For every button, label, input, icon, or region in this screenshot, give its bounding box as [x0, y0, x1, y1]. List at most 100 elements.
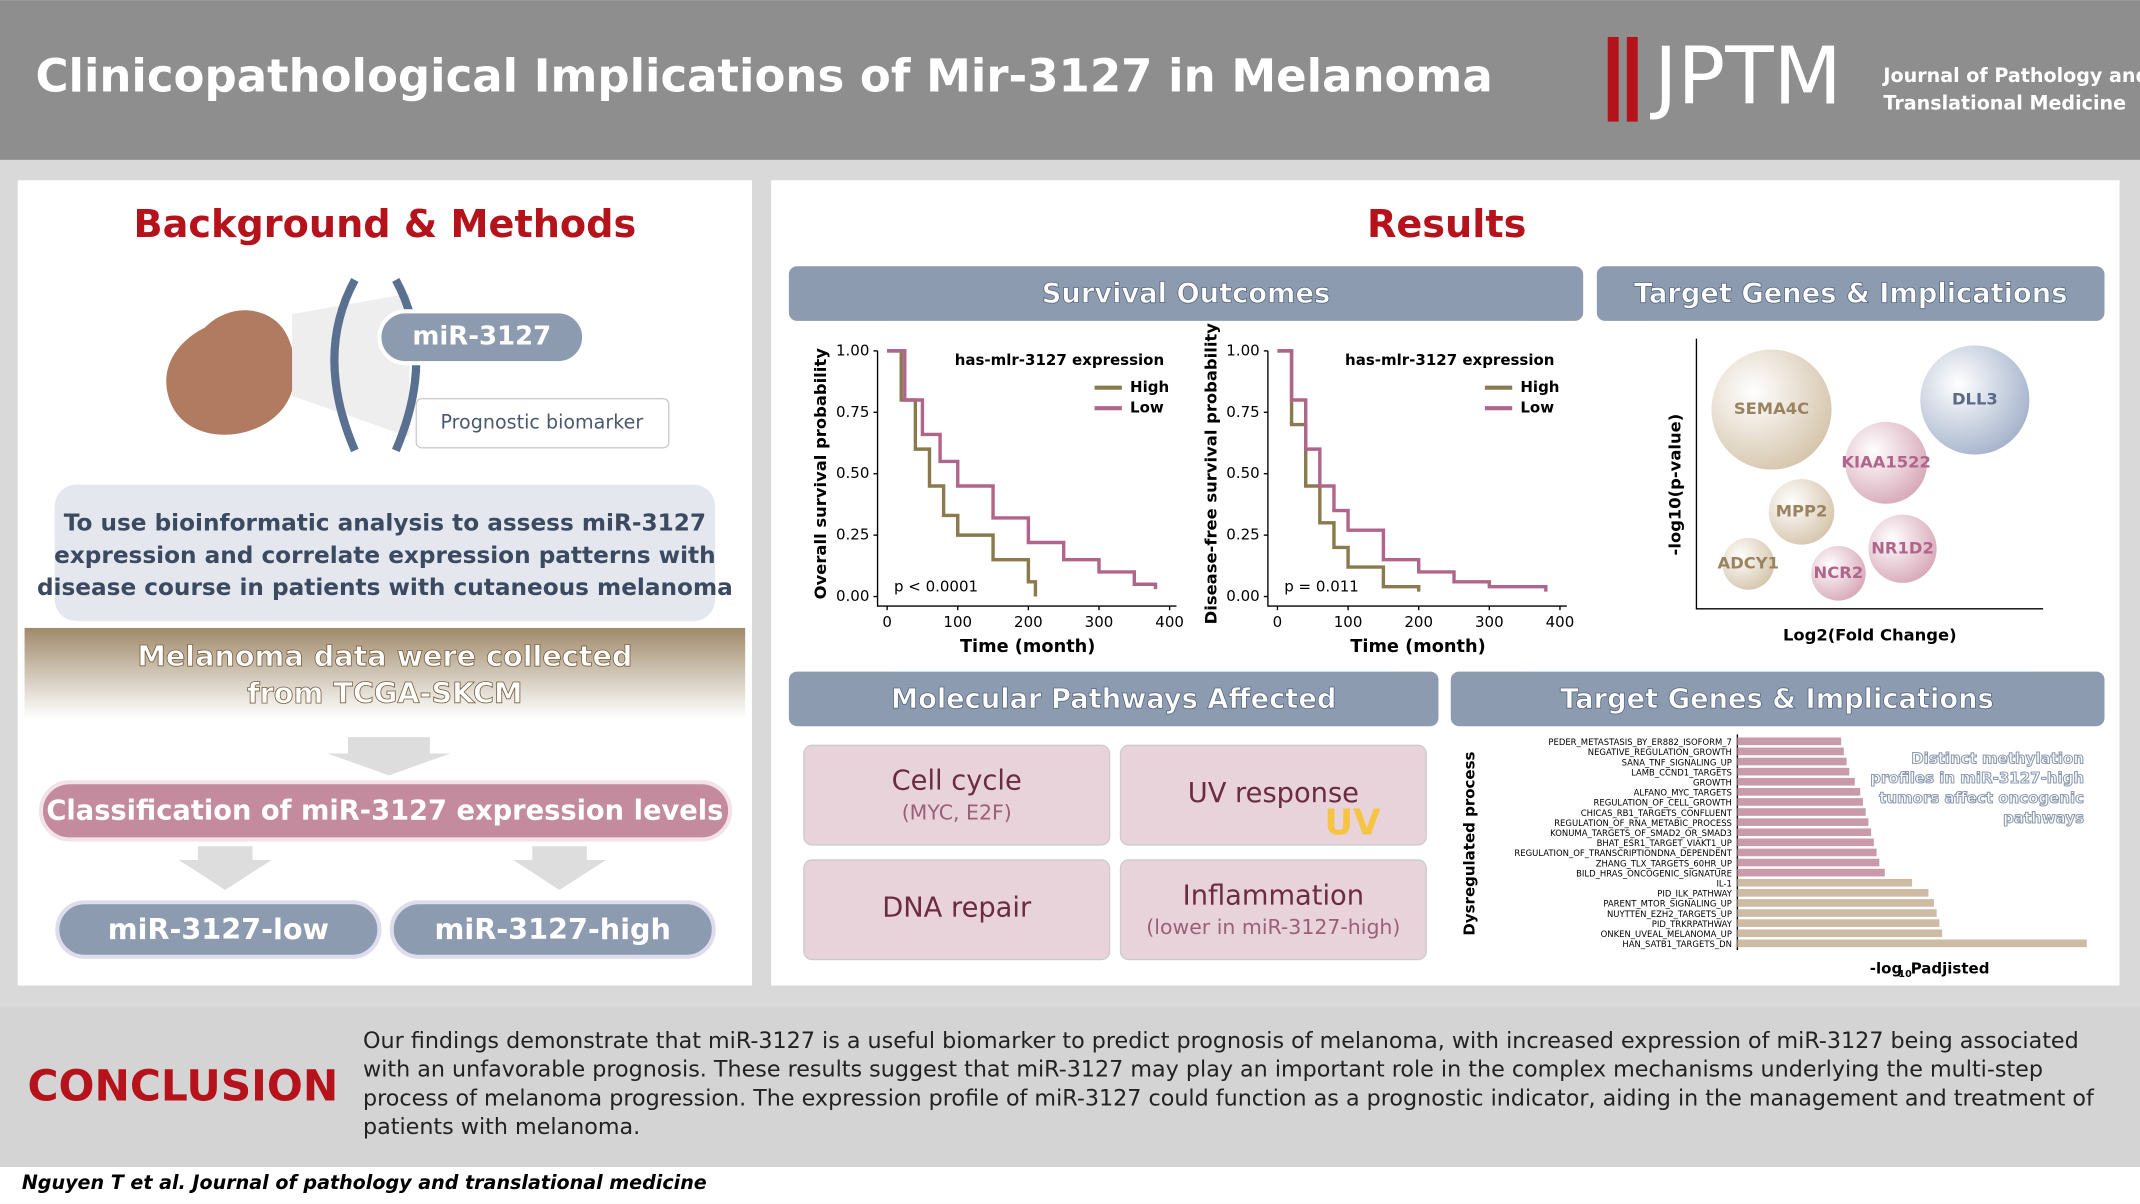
header-bar	[0, 0, 2140, 160]
gene-bubble	[1845, 421, 1928, 504]
bar-label: ALFANO_MYC_TARGETS	[1634, 788, 1732, 798]
x-tick-label: 100	[1334, 613, 1363, 631]
arrows	[178, 846, 606, 890]
bar	[1737, 747, 1844, 756]
band-title: Target Genes & Implications	[1634, 278, 2068, 309]
bar	[1737, 899, 1934, 907]
legend-title: has-mlr-3127 expression	[1345, 351, 1554, 369]
bar-label: REGULATION_OF_RNA_METABIC_PROCESS	[1554, 818, 1732, 828]
bar	[1737, 919, 1940, 927]
bar-label: BILD_HRAS_ONCOGENIC_SIGNATURE	[1576, 868, 1732, 878]
band	[1596, 266, 2105, 321]
y-axis-label: Overall survival probability	[811, 348, 830, 600]
bar-xlabel-end: Padjisted	[1911, 960, 1990, 978]
bar	[1737, 889, 1929, 897]
aim-line: To use bioinformatic analysis to assess …	[64, 510, 706, 537]
conclusion-line: patients with melanoma.	[363, 1114, 640, 1140]
bar-label: ONKEN_UVEAL_MELANOMA_UP	[1601, 929, 1732, 939]
gene-bubble	[1711, 349, 1832, 470]
x-tick-label: 100	[943, 613, 972, 631]
y-tick-label: 0.50	[1226, 464, 1259, 482]
melanoma-icon	[166, 310, 296, 435]
y-tick-label: 0.00	[836, 587, 869, 605]
bar-label: ZHANG_TLX_TARGETS_60HR_UP	[1596, 858, 1732, 868]
bar-label: REGULATION_OF_TRANSCRIPTIONDNA_DEPENDENT	[1514, 848, 1732, 858]
gene-bubble	[1868, 514, 1937, 583]
section-heading: Results	[1367, 203, 1526, 247]
mir-pill	[377, 309, 587, 366]
bar	[1737, 848, 1877, 857]
axes	[876, 350, 1177, 607]
x-tick-label: 200	[1404, 613, 1433, 631]
legend-label: High	[1130, 378, 1169, 396]
gene-label: SEMA4C	[1734, 399, 1809, 418]
y-tick-label: 0.25	[836, 526, 869, 544]
survival-curve	[887, 349, 1158, 590]
legend-label: High	[1520, 378, 1559, 396]
bubble-axes	[1695, 338, 2044, 610]
conclusion-line: with an unfavorable prognosis. These res…	[363, 1057, 2043, 1083]
gene-label: MPP2	[1776, 501, 1828, 520]
x-tick-label: 200	[1014, 613, 1043, 631]
bubble-xlabel: Log2(Fold Change)	[1783, 626, 1957, 645]
bar	[1737, 788, 1861, 796]
journal-name: Journal of Pathology and	[1881, 64, 2140, 87]
conclusion-line: Our findings demonstrate that miR-3127 i…	[363, 1028, 2079, 1054]
bar	[1737, 808, 1866, 816]
bar	[1737, 909, 1937, 917]
bar-note: pathways	[2003, 809, 2084, 827]
bar	[1737, 757, 1847, 766]
conclusion-title: CONCLUSION	[27, 1062, 338, 1111]
bar-label: REGULATION_OF_CELL_GROWTH	[1593, 798, 1731, 808]
high-label: miR-3127-high	[435, 912, 671, 946]
low-label: miR-3127-low	[108, 912, 329, 946]
bar-ylabel: Dysregulated process	[1460, 751, 1478, 935]
high-pill	[389, 900, 716, 959]
logo-bar	[1626, 36, 1638, 122]
bar	[1737, 767, 1850, 776]
y-tick-label: 0.75	[836, 403, 869, 421]
conclusion-line: process of melanoma progression. The exp…	[363, 1085, 2095, 1111]
bar	[1737, 858, 1880, 867]
pathway-card	[803, 859, 1111, 961]
x-tick-label: 300	[1085, 613, 1114, 631]
legend-label: Low	[1130, 399, 1164, 417]
bar-label: HAN_SATB1_TARGETS_DN	[1622, 939, 1732, 949]
data-line: Melanoma data were collected	[137, 639, 632, 673]
x-axis-label: Time (month)	[960, 637, 1095, 657]
gene-label: DLL3	[1952, 390, 1998, 409]
bar	[1737, 828, 1872, 837]
bar-label: PARENT_MTOR_SIGNALING_UP	[1603, 899, 1732, 909]
pathway-name: Inflammation	[1183, 880, 1364, 911]
y-tick-label: 1.00	[1226, 341, 1259, 359]
gene-label: NR1D2	[1871, 538, 1934, 557]
bar-label: SANA_TNF_SIGNALING_UP	[1622, 757, 1732, 767]
survival-curve	[1277, 349, 1548, 592]
bar	[1737, 737, 1842, 746]
conclusion-band	[0, 1007, 2140, 1168]
x-tick-label: 300	[1475, 613, 1504, 631]
aim-box	[54, 484, 716, 622]
axes	[1267, 350, 1567, 607]
bar-label: BHAT_ESR1_TARGET_VIAKT1_UP	[1597, 838, 1732, 848]
bar	[1737, 818, 1869, 826]
bar-label: IL-1	[1716, 878, 1731, 888]
y-tick-label: 0.75	[1226, 403, 1259, 421]
bar	[1737, 878, 1913, 887]
y-tick-label: 0.50	[836, 464, 869, 482]
bar-label: PID_ILK_PATHWAY	[1657, 889, 1733, 899]
data-band	[24, 627, 746, 719]
bar	[1737, 939, 2087, 948]
y-tick-label: 0.00	[1226, 587, 1259, 605]
band-title: Target Genes & Implications	[1560, 684, 1994, 715]
x-tick-label: 0	[1273, 613, 1283, 631]
uv-icon: UV	[1324, 802, 1381, 843]
bar-label: PID_TRKRPATHWAY	[1652, 919, 1733, 929]
bar	[1737, 838, 1874, 847]
x-tick-label: 400	[1546, 613, 1575, 631]
data-line: from TCGA-SKCM	[247, 676, 522, 710]
bar-label: GROWTH	[1693, 777, 1732, 787]
legend-title: has-mlr-3127 expression	[955, 351, 1164, 369]
bar-label: NEGATIVE_REGULATION_GROWTH	[1588, 747, 1732, 757]
bar-label: PEDER_METASTASIS_BY_ER882_ISOFORM_7	[1548, 737, 1732, 747]
